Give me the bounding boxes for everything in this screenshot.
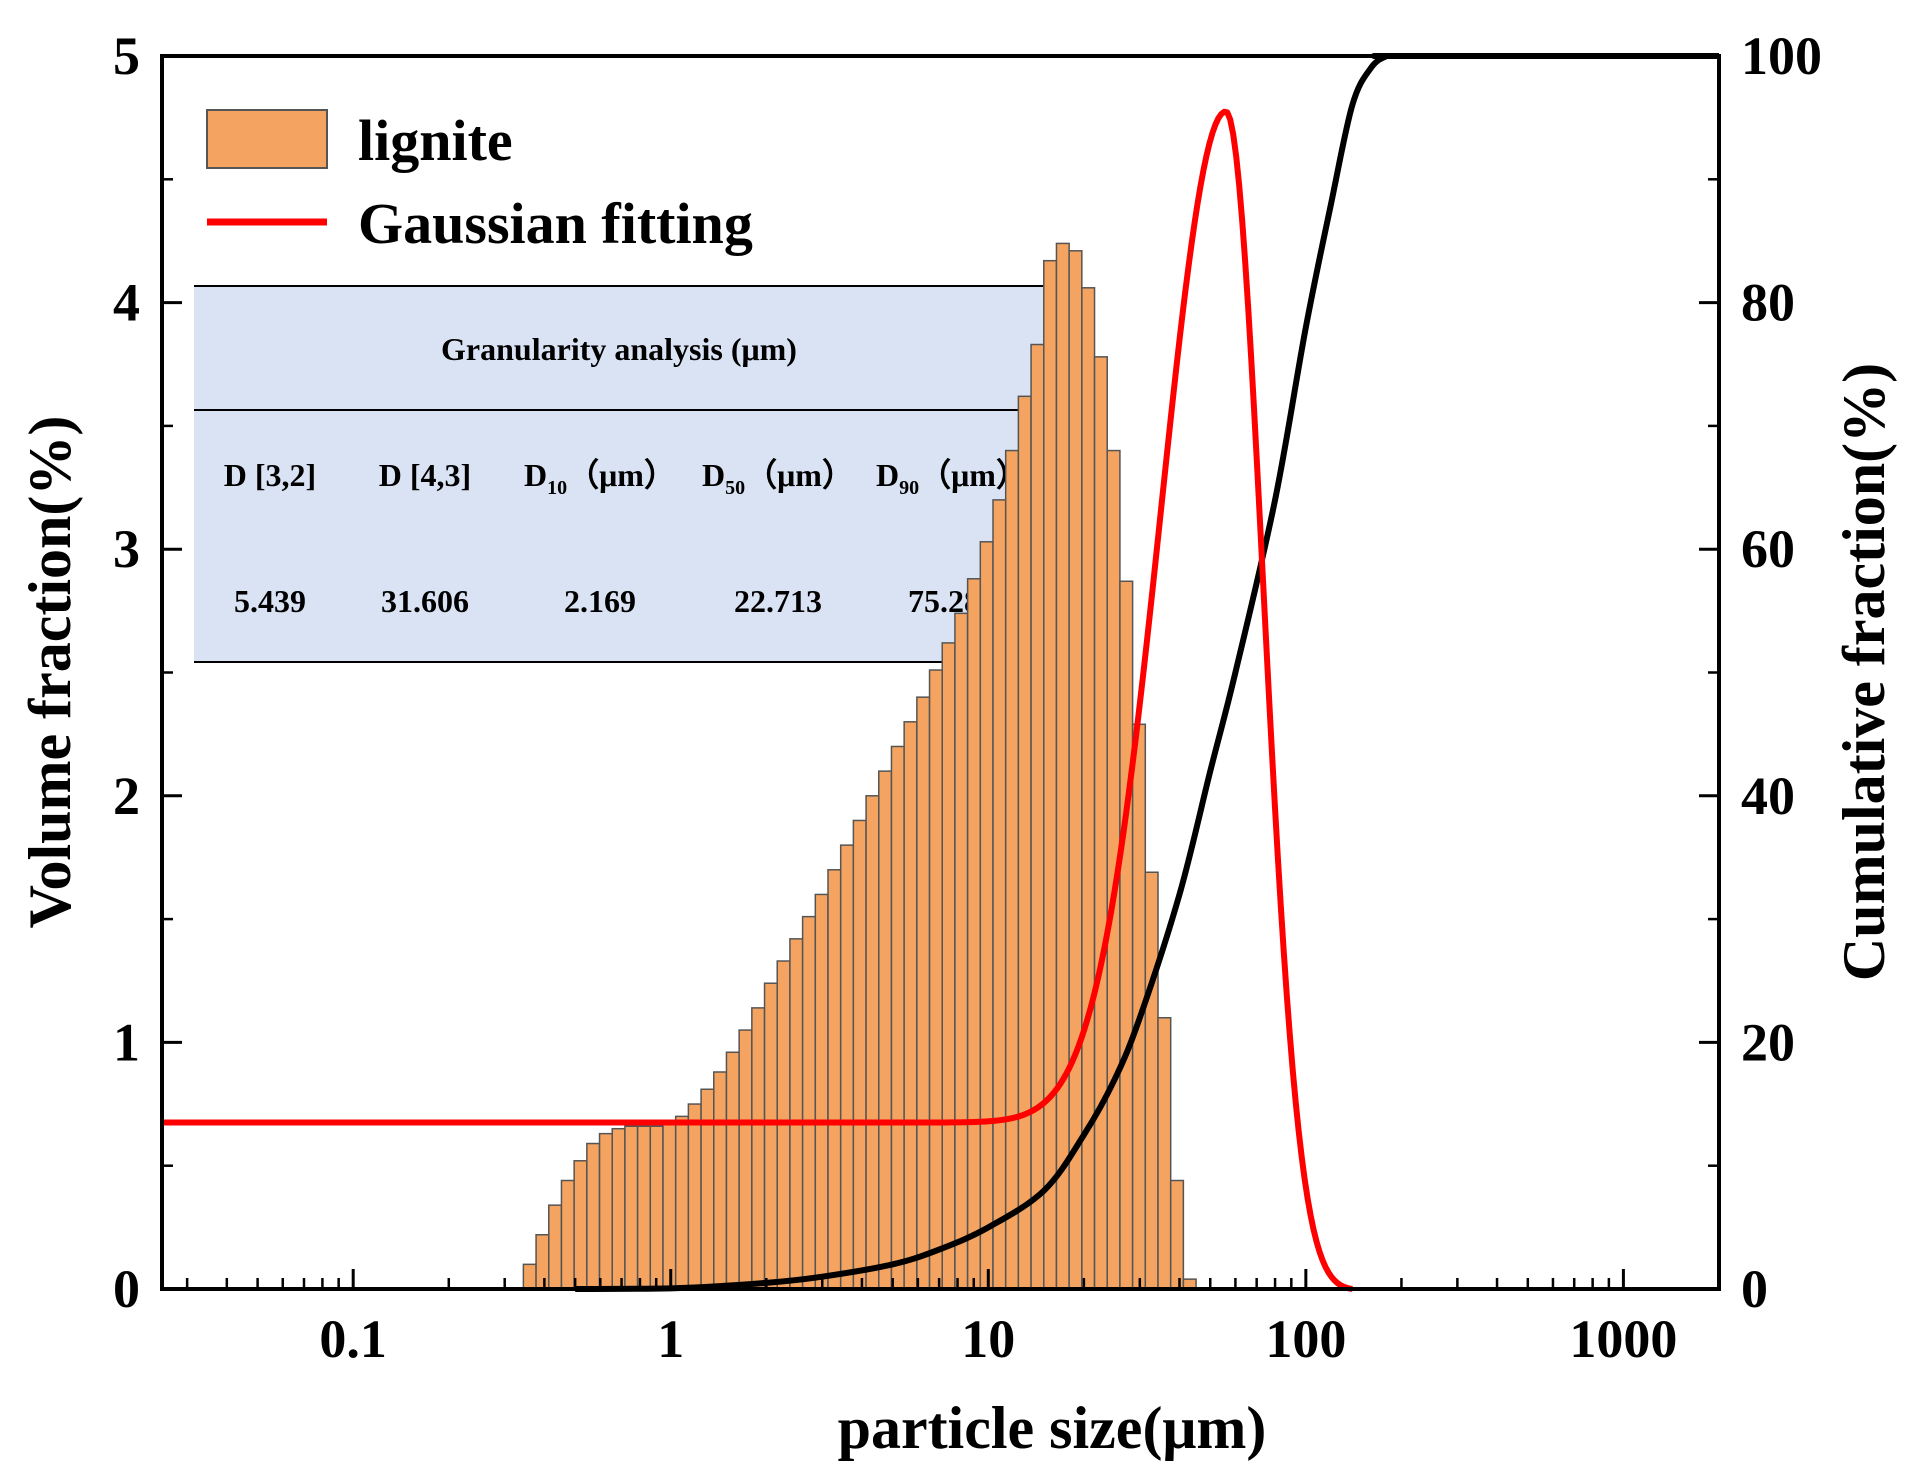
- bar: [636, 1125, 652, 1290]
- table-value-d50: 22.713: [734, 583, 822, 619]
- bar: [548, 1204, 563, 1290]
- bar: [1055, 242, 1070, 1290]
- granularity-table: Granularity analysis (μm) D [3,2] D [4,3…: [194, 285, 1044, 663]
- y-right-tick-label: 100: [1741, 26, 1822, 86]
- table-value-d10: 2.169: [564, 583, 636, 619]
- bar: [979, 541, 994, 1290]
- y-left-tick-label: 3: [113, 519, 140, 579]
- legend-label-lignite: lignite: [358, 108, 513, 173]
- legend-label-gaussian: Gaussian fitting: [358, 191, 753, 256]
- bar: [954, 612, 969, 1290]
- bar: [814, 893, 829, 1290]
- y-left-tick-label: 0: [113, 1259, 140, 1319]
- y-right-axis-title: Cumulative fraction(%): [1831, 363, 1897, 981]
- x-axis-title: particle size(μm): [838, 1395, 1267, 1461]
- bar: [674, 1115, 690, 1290]
- bar: [573, 1160, 588, 1290]
- bar: [649, 1125, 664, 1290]
- bar: [1144, 871, 1159, 1290]
- bar: [1119, 580, 1134, 1290]
- bar: [865, 795, 880, 1290]
- x-tick-label: 100: [1265, 1309, 1346, 1369]
- y-right-tick-label: 40: [1741, 766, 1795, 826]
- bar: [789, 938, 804, 1290]
- bar: [801, 915, 817, 1290]
- table-value-d43: 31.606: [381, 583, 469, 619]
- bar: [852, 819, 867, 1290]
- bar: [662, 1123, 677, 1290]
- table-header-d50: D50（μm）: [702, 457, 854, 499]
- bar: [713, 1071, 728, 1290]
- bar: [1157, 1016, 1172, 1290]
- bar: [878, 770, 893, 1290]
- bar: [941, 642, 956, 1290]
- table-header-d10: D10（μm）: [524, 457, 676, 499]
- y-left-axis-title: Volume fraction(%): [17, 416, 83, 929]
- legend-swatch-lignite: [206, 109, 328, 169]
- bar: [928, 669, 943, 1290]
- bar: [1068, 250, 1083, 1290]
- bar: [903, 721, 918, 1290]
- bar: [624, 1125, 639, 1290]
- table-header-d43: D [4,3]: [379, 457, 471, 493]
- bar: [890, 745, 905, 1290]
- x-tick-label: 1000: [1569, 1309, 1677, 1369]
- bar: [1043, 259, 1058, 1290]
- bar: [738, 1029, 753, 1290]
- bar: [1004, 449, 1020, 1290]
- x-tick-label: 10: [961, 1309, 1015, 1369]
- y-right-tick-label: 60: [1741, 519, 1795, 579]
- line-series: [161, 52, 1719, 1292]
- table-value-d32: 5.439: [234, 583, 306, 619]
- y-right-tick-label: 80: [1741, 273, 1795, 333]
- y-left-tick-label: 1: [113, 1012, 140, 1072]
- bar: [725, 1051, 740, 1290]
- bar: [1017, 395, 1032, 1290]
- table-background: [194, 286, 1044, 662]
- bar: [700, 1088, 715, 1290]
- y-right-tick-label: 0: [1741, 1259, 1768, 1319]
- bar: [966, 578, 982, 1290]
- table-header-d32: D [3,2]: [224, 457, 316, 493]
- bar: [1169, 1179, 1185, 1290]
- bar: [1093, 356, 1108, 1290]
- y-left-tick-label: 2: [113, 766, 140, 826]
- bar: [1030, 343, 1045, 1290]
- bar: [560, 1179, 575, 1290]
- y-right-tick-label: 20: [1741, 1012, 1795, 1072]
- line-series-gaussian: [161, 108, 1353, 1292]
- bar: [687, 1103, 702, 1290]
- bar: [522, 1263, 537, 1290]
- line-series-cumulative: [575, 52, 1719, 1292]
- bar: [598, 1132, 613, 1290]
- y-left-tick-label: 4: [113, 273, 140, 333]
- bar: [535, 1234, 550, 1290]
- bar: [611, 1127, 626, 1290]
- y-left-tick-label: 5: [113, 26, 140, 86]
- bar: [586, 1142, 601, 1290]
- table-title: Granularity analysis (μm): [441, 331, 797, 367]
- x-tick-label: 1: [657, 1309, 684, 1369]
- bar: [839, 844, 855, 1290]
- axes: 0.1 1 10 100 1000 0 1 2 3 4 5 0 20 40 60 80 100: [113, 26, 1822, 1369]
- bar: [827, 869, 842, 1290]
- bar: [763, 982, 778, 1290]
- bar: [916, 696, 931, 1290]
- x-tick-label: 0.1: [319, 1309, 387, 1369]
- bar: [751, 1007, 766, 1290]
- legend: lignite Gaussian fitting: [206, 108, 753, 256]
- bar: [992, 499, 1007, 1290]
